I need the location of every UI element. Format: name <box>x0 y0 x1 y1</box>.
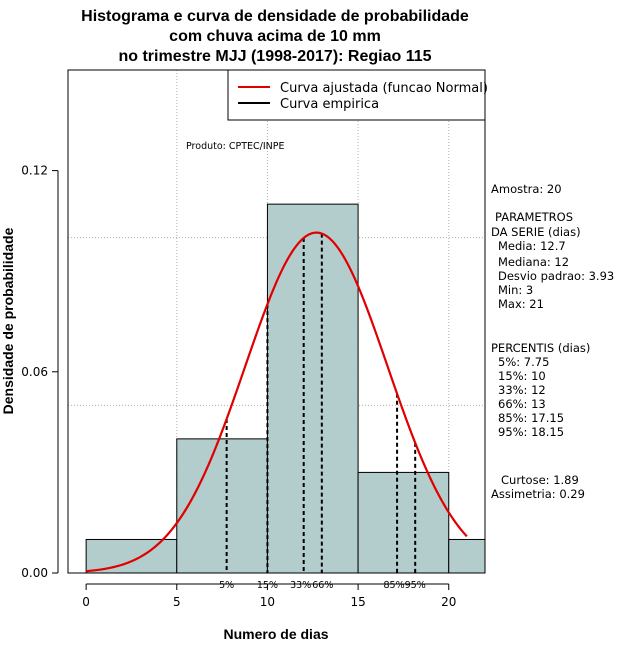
stats-line: Desvio padrao: 3.93 <box>498 269 614 283</box>
title-line: no trimestre MJJ (1998-2017): Regiao 115 <box>118 48 431 65</box>
x-tick-label: 10 <box>260 595 275 609</box>
stats-line: Min: 3 <box>498 283 533 297</box>
percentile-label: 66% <box>312 580 333 591</box>
x-tick-label: 0 <box>82 595 90 609</box>
y-tick-label: 0.12 <box>21 164 48 178</box>
percentile-label: 85% <box>384 580 405 591</box>
x-tick-label: 5 <box>173 595 181 609</box>
stats-line: Amostra: 20 <box>491 182 562 196</box>
percentile-label: 5% <box>219 580 234 591</box>
stats-line: 33%: 12 <box>498 383 546 397</box>
chart-title: Histograma e curva de densidade de proba… <box>81 8 469 65</box>
normal-curve <box>86 231 468 573</box>
stats-line: 85%: 17.15 <box>498 411 564 425</box>
x-tick-label: 15 <box>350 595 365 609</box>
stats-line: PARAMETROS <box>495 210 573 224</box>
normal-curve-line <box>86 231 468 573</box>
histogram-bar <box>85 538 178 574</box>
histogram-bars <box>85 203 486 574</box>
x-tick-label: 20 <box>441 595 456 609</box>
histogram-bar <box>176 438 268 574</box>
legend-box <box>227 69 486 121</box>
percentile-lines: 5% 15% 33% 66% 85% 95% <box>219 233 426 591</box>
y-tick-label: 0.06 <box>21 365 48 379</box>
stats-line: 66%: 13 <box>498 397 546 411</box>
stats-line: PERCENTIS (dias) <box>491 341 590 355</box>
stats-line: Curtose: 1.89 <box>501 473 579 487</box>
axes: 0 5 10 15 20 0.00 0.06 0.12 Numero de dias Densid… <box>0 69 486 642</box>
legend-label: Curva ajustada (funcao Normal) <box>280 81 488 96</box>
histogram-bar <box>448 538 486 574</box>
title-line: com chuva acima de 10 mm <box>169 28 381 45</box>
y-tick-label: 0.00 <box>21 566 48 580</box>
stats-line: 15%: 10 <box>498 369 546 383</box>
product-annotation: Produto: CPTEC/INPE <box>186 141 285 152</box>
stats-line: 5%: 7.75 <box>498 355 549 369</box>
histogram-bar <box>266 203 359 574</box>
histogram-bar <box>357 471 450 574</box>
stats-line: Media: 12.7 <box>498 239 566 253</box>
title-line: Histograma e curva de densidade de proba… <box>81 8 469 25</box>
legend: Curva ajustada (funcao Normal)Curva empi… <box>227 69 488 121</box>
legend-label: Curva empirica <box>280 97 379 112</box>
stats-line: Max: 21 <box>498 297 544 311</box>
percentile-label: 95% <box>405 580 426 591</box>
stats-line: DA SERIE (dias) <box>491 225 581 239</box>
stats-line: 95%: 18.15 <box>498 425 564 439</box>
y-axis-label: Densidade de probabilidade <box>0 227 16 414</box>
stats-line: Assimetria: 0.29 <box>491 487 585 501</box>
x-axis-label: Numero de dias <box>223 626 328 642</box>
percentile-label: 33% <box>290 580 311 591</box>
stats-line: Mediana: 12 <box>498 255 569 269</box>
